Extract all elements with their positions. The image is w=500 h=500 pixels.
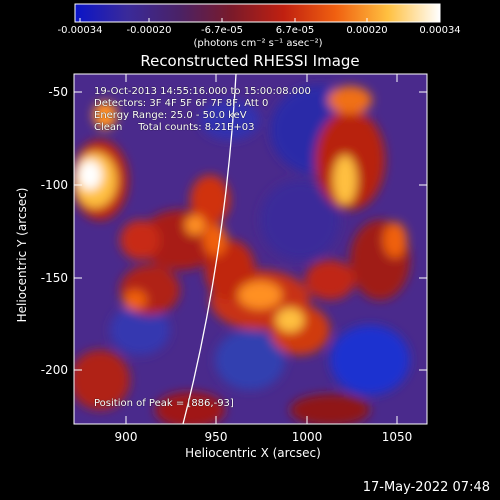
emission-blob xyxy=(215,330,285,390)
emission-blob xyxy=(120,220,160,260)
y-tick-label: -100 xyxy=(40,178,68,192)
x-axis-label: Heliocentric X (arcsec) xyxy=(185,446,321,460)
emission-blob xyxy=(110,305,170,355)
info-energy-range: Energy Range: 25.0 - 50.0 keV xyxy=(94,110,247,121)
emission-blob xyxy=(123,290,147,310)
emission-blob xyxy=(290,394,370,424)
emission-blob xyxy=(238,281,282,309)
timestamp: 17-May-2022 07:48 xyxy=(362,480,490,495)
colorbar-tick-label: -6.7e-05 xyxy=(201,25,243,36)
axis-ticks xyxy=(74,74,427,424)
info-clean-counts: Clean Total counts: 8.21E+03 xyxy=(94,122,255,133)
emission-blob xyxy=(328,86,372,114)
solar-limb-line xyxy=(182,74,237,424)
y-axis-label: Heliocentric Y (arcsec) xyxy=(15,187,29,323)
plot-frame xyxy=(73,73,428,425)
x-tick-label: 950 xyxy=(204,430,228,444)
peak-position: Position of Peak = [886,-93] xyxy=(94,398,234,409)
emission-blob xyxy=(276,308,304,332)
y-tick-label: -50 xyxy=(48,85,68,99)
emission-blob xyxy=(185,215,205,235)
emission-blob xyxy=(74,350,130,410)
emission-blob xyxy=(333,155,357,205)
x-tick-label: 1050 xyxy=(381,430,413,444)
emission-blob xyxy=(155,392,225,424)
emission-blob xyxy=(203,224,227,256)
colorbar-tick-label: -0.00034 xyxy=(57,25,103,36)
emission-blob xyxy=(200,100,260,140)
colorbar-tick-label: 0.00020 xyxy=(346,25,388,36)
colorbar xyxy=(74,3,441,23)
x-tick-label: 900 xyxy=(114,430,138,444)
solar-image xyxy=(74,74,427,424)
y-tick-label: -200 xyxy=(40,363,68,377)
colorbar-tick-label: 6.7e-05 xyxy=(275,25,315,36)
emission-blob xyxy=(78,160,102,190)
plot-title: Reconstructed RHESSI Image xyxy=(140,52,360,70)
emission-blob xyxy=(93,101,117,129)
colorbar-ticks xyxy=(79,18,441,22)
colorbar-tick-label: -0.00020 xyxy=(126,25,172,36)
emission-blob xyxy=(260,180,340,260)
emission-blob xyxy=(330,325,410,395)
emission-blob xyxy=(305,260,355,300)
info-detectors: Detectors: 3F 4F 5F 6F 7F 8F, Att 0 xyxy=(94,98,269,109)
colorbar-unit-label: (photons cm⁻² s⁻¹ asec⁻²) xyxy=(193,38,323,49)
colorbar-tick-label: 0.00034 xyxy=(419,25,461,36)
emission-blob xyxy=(190,175,230,225)
emission-blob xyxy=(383,222,407,258)
y-tick-label: -150 xyxy=(40,271,68,285)
x-tick-label: 1000 xyxy=(291,430,323,444)
info-time-range: 19-Oct-2013 14:55:16.000 to 15:00:08.000 xyxy=(94,86,311,97)
